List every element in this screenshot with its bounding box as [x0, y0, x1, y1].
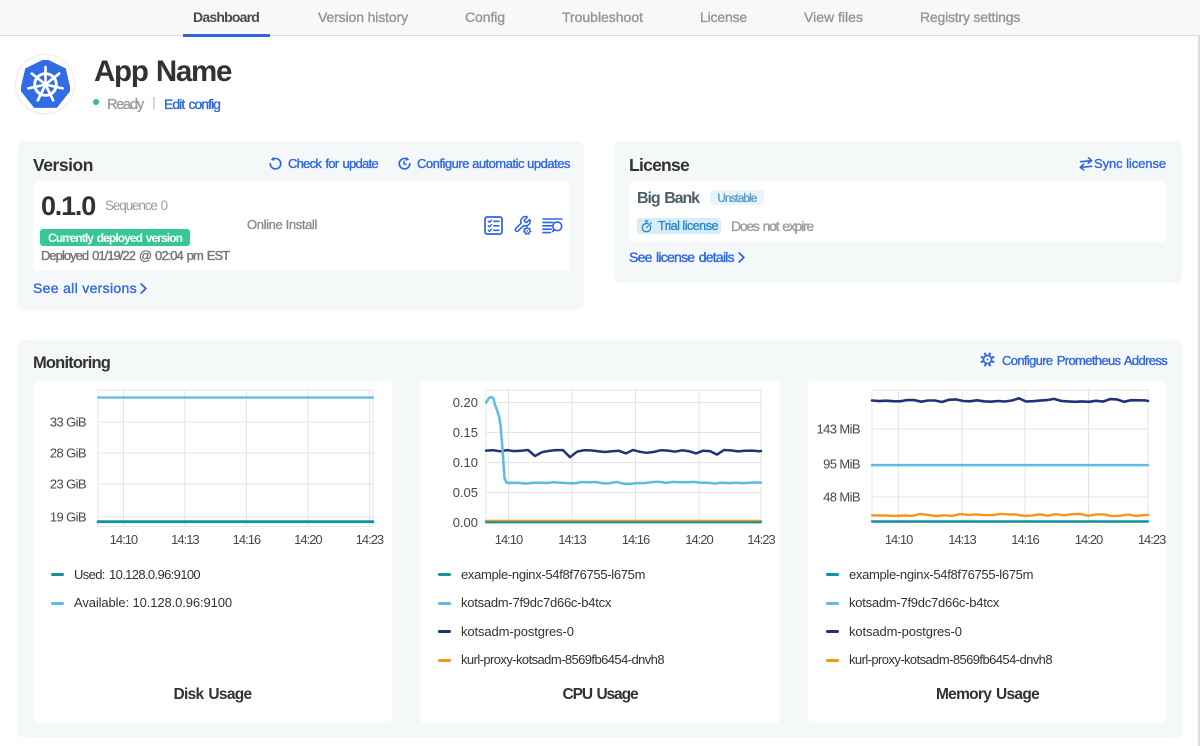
svg-text:14:10: 14:10 — [885, 532, 913, 547]
svg-text:19 GiB: 19 GiB — [50, 510, 86, 525]
svg-text:14:16: 14:16 — [622, 532, 650, 547]
svg-text:14:23: 14:23 — [1138, 532, 1166, 547]
svg-text:0.20: 0.20 — [453, 395, 478, 410]
svg-text:0.05: 0.05 — [453, 485, 478, 500]
svg-text:0.15: 0.15 — [453, 425, 478, 440]
svg-text:23 GiB: 23 GiB — [50, 477, 86, 492]
svg-text:14:20: 14:20 — [685, 532, 713, 547]
svg-text:14:13: 14:13 — [948, 532, 976, 547]
svg-text:14:13: 14:13 — [558, 532, 586, 547]
svg-text:14:23: 14:23 — [747, 532, 775, 547]
svg-text:14:16: 14:16 — [1011, 532, 1039, 547]
svg-text:48 MiB: 48 MiB — [823, 490, 860, 505]
svg-text:14:20: 14:20 — [1075, 532, 1103, 547]
svg-text:14:10: 14:10 — [495, 532, 523, 547]
svg-text:0.10: 0.10 — [453, 455, 478, 470]
svg-text:14:16: 14:16 — [233, 532, 261, 547]
svg-text:95 MiB: 95 MiB — [823, 457, 860, 472]
svg-text:14:20: 14:20 — [294, 532, 322, 547]
svg-text:14:10: 14:10 — [110, 532, 138, 547]
svg-text:28 GiB: 28 GiB — [50, 446, 86, 461]
svg-text:14:23: 14:23 — [356, 532, 384, 547]
svg-text:33 GiB: 33 GiB — [50, 415, 86, 430]
svg-text:0.00: 0.00 — [453, 515, 478, 530]
svg-text:14:13: 14:13 — [171, 532, 199, 547]
svg-text:143 MiB: 143 MiB — [817, 422, 861, 437]
